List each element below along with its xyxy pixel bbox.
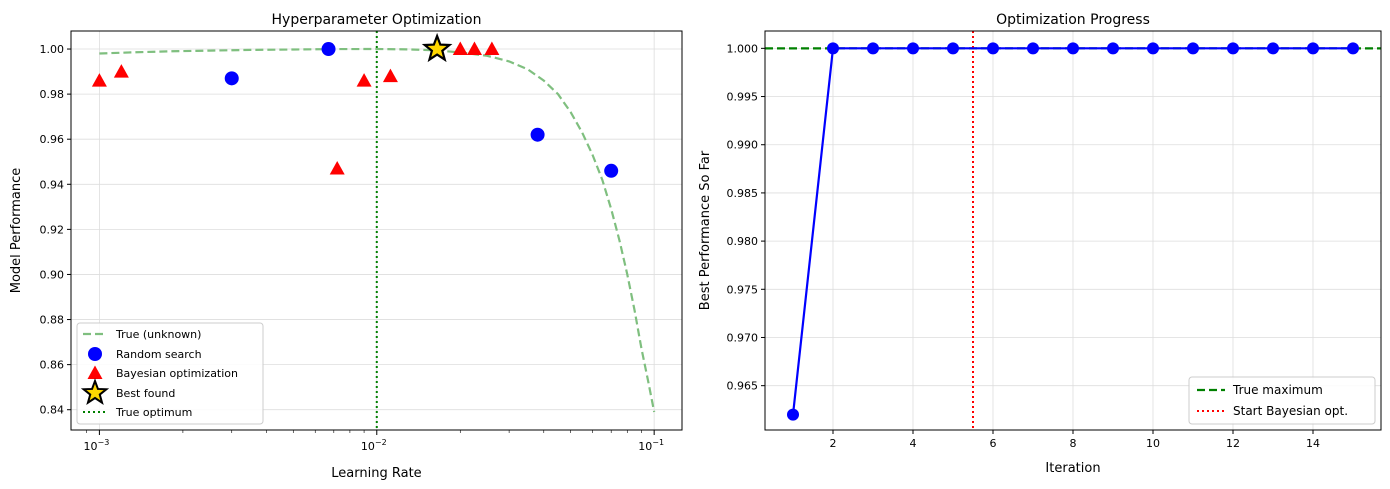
progress-point	[1347, 42, 1359, 55]
legend-marker-random-search	[88, 347, 102, 361]
bayesian-point	[484, 41, 500, 56]
left-y-axis-label: Model Performance	[9, 168, 24, 294]
bayesian-point	[113, 64, 129, 78]
right-ticks: 0.965 0.970 0.975 0.980 0.985 0.990 0.995 1.000…	[727, 42, 1321, 450]
left-x-axis-label: Learning Rate	[331, 466, 421, 481]
right-x-tick-label: 10	[1146, 437, 1160, 450]
right-legend-markers	[1197, 388, 1225, 412]
left-x-tick-label: 10−3	[83, 438, 109, 453]
left-legend-box	[76, 322, 264, 425]
left-legend: True (unknown) Random search Bayesian op…	[76, 322, 264, 425]
hyperparameter-panel: 0.84 0.86 0.88 0.90 0.92 0.94 0.96 0.98 1.00 10−3…	[9, 12, 683, 481]
right-x-tick-label: 4	[910, 437, 917, 450]
legend-label-bayesian-optimization: Bayesian optimization	[116, 367, 238, 380]
true-curve-line	[99, 47, 656, 413]
legend-marker-best-found	[80, 378, 110, 406]
right-x-tick-label: 12	[1226, 437, 1240, 450]
right-y-tick-label: 0.980	[727, 235, 759, 248]
left-y-tick-label: 0.92	[40, 223, 65, 236]
progress-point	[1147, 42, 1159, 55]
left-y-tick-label: 0.90	[40, 268, 65, 281]
left-y-tick-label: 0.98	[40, 88, 65, 101]
right-plot-area	[765, 31, 1381, 430]
progress-point	[1067, 42, 1079, 55]
right-x-axis-label: Iteration	[1045, 461, 1100, 476]
legend-label-best-found: Best found	[116, 387, 175, 400]
progress-point	[1227, 42, 1239, 55]
right-chart-title: Optimization Progress	[996, 12, 1150, 28]
bayesian-point	[452, 41, 468, 56]
progress-point	[907, 42, 919, 55]
legend-label-true-optimum: True optimum	[115, 406, 192, 419]
left-y-tick-label: 0.96	[40, 133, 65, 146]
left-ticks: 0.84 0.86 0.88 0.90 0.92 0.94 0.96 0.98 1.00 10−3…	[40, 43, 665, 453]
progress-point	[987, 42, 999, 55]
right-y-axis-label: Best Performance So Far	[698, 150, 713, 310]
right-y-tick-label: 0.990	[727, 139, 759, 152]
left-chart-title: Hyperparameter Optimization	[272, 12, 482, 28]
legend-label-start-bayesian: Start Bayesian opt.	[1233, 404, 1348, 418]
progress-point	[1107, 42, 1119, 55]
right-x-tick-label: 14	[1306, 437, 1320, 450]
progress-point	[787, 408, 799, 421]
bayesian-point	[329, 161, 345, 175]
legend-label-true-maximum: True maximum	[1232, 383, 1323, 397]
left-y-tick-label: 0.86	[40, 359, 65, 372]
left-y-tick-label: 1.00	[40, 43, 65, 56]
progress-point	[1267, 42, 1279, 55]
legend-marker-bayesian	[87, 365, 103, 379]
right-y-tick-label: 1.000	[727, 42, 759, 55]
random-search-point	[604, 163, 619, 178]
left-y-tick-label: 0.94	[40, 178, 65, 191]
right-x-tick-label: 2	[830, 437, 837, 450]
progress-point	[1187, 42, 1199, 55]
progress-point	[1027, 42, 1039, 55]
right-y-tick-label: 0.995	[727, 91, 759, 104]
legend-label-random-search: Random search	[116, 348, 202, 361]
random-search-point	[530, 127, 545, 142]
left-x-tick-label: 10−2	[361, 438, 387, 453]
right-y-tick-label: 0.985	[727, 187, 759, 200]
left-plot-area	[91, 31, 656, 430]
legend-label-true-unknown: True (unknown)	[115, 328, 201, 341]
progress-panel: 0.965 0.970 0.975 0.980 0.985 0.990 0.995 1.000…	[698, 12, 1382, 476]
right-y-tick-label: 0.970	[727, 331, 759, 344]
left-x-tick-label: 10−1	[638, 438, 664, 453]
random-search-point	[224, 71, 239, 86]
bayesian-point	[356, 73, 372, 87]
right-y-tick-label: 0.975	[727, 283, 759, 296]
random-search-point	[321, 42, 336, 57]
progress-point	[1307, 42, 1319, 55]
bayesian-point	[382, 68, 398, 83]
right-legend: True maximum Start Bayesian opt.	[1188, 376, 1376, 425]
progress-point	[827, 42, 839, 55]
left-legend-markers	[80, 332, 110, 413]
bayesian-point	[91, 73, 107, 87]
progress-point	[947, 42, 959, 55]
right-legend-box	[1188, 376, 1376, 425]
best-found-star	[421, 32, 453, 63]
left-y-tick-label: 0.84	[40, 404, 65, 417]
right-x-tick-label: 8	[1070, 437, 1077, 450]
right-x-tick-label: 6	[990, 437, 997, 450]
right-y-tick-label: 0.965	[727, 380, 759, 393]
left-y-tick-label: 0.88	[40, 314, 65, 327]
bayesian-point	[466, 41, 482, 56]
progress-point	[867, 42, 879, 55]
